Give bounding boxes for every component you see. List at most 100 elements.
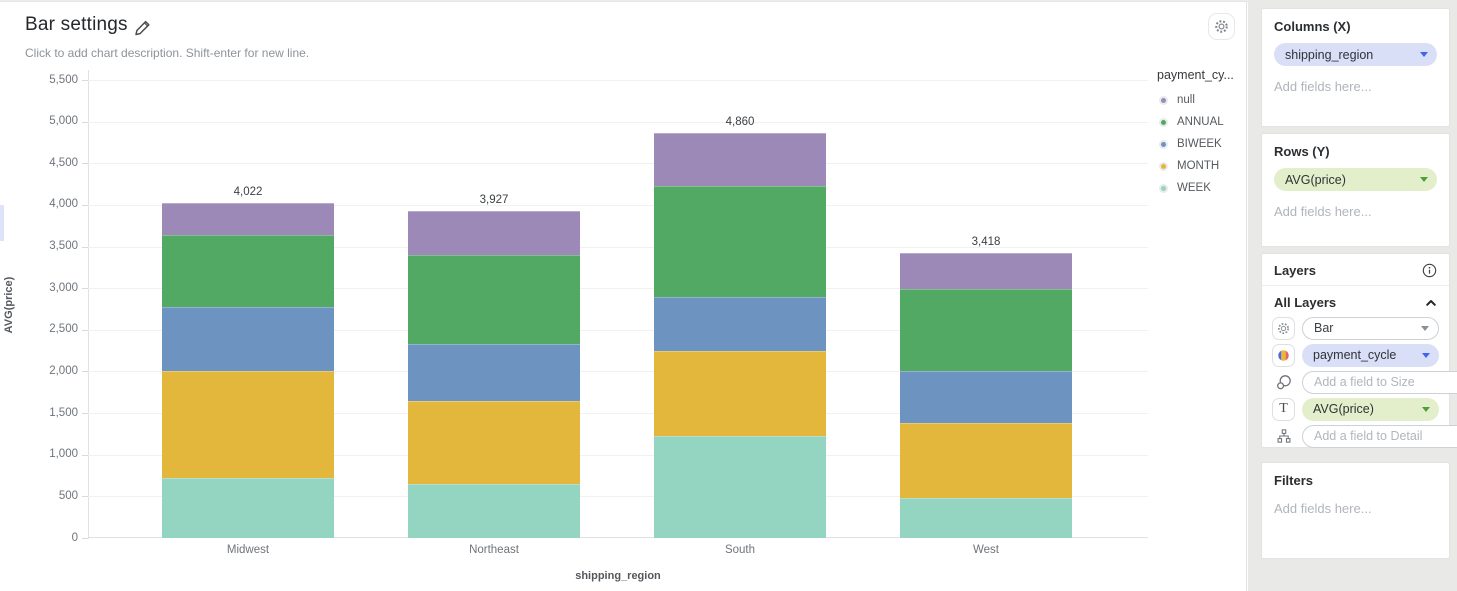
bar-segment-ANNUAL-Northeast[interactable] [408, 255, 580, 344]
y-tick-label: 1,000 [49, 448, 78, 461]
chevron-down-icon [1421, 325, 1429, 331]
legend-label: null [1177, 94, 1195, 106]
top-toolbar-edge [0, 0, 1457, 2]
y-tick-mark [82, 538, 88, 539]
gear-icon [1215, 20, 1228, 33]
color-palette-icon [1272, 343, 1295, 367]
layer-row-text: T AVG(price) [1272, 397, 1439, 421]
info-icon[interactable] [1422, 263, 1437, 278]
bar-segment-MONTH-Midwest[interactable] [162, 370, 334, 478]
columns-x-dropzone[interactable]: Add fields here... [1274, 79, 1372, 94]
bar-segment-WEEK-West[interactable] [900, 497, 1072, 538]
detail-field-input[interactable] [1302, 424, 1457, 448]
field-label: AVG(price) [1313, 402, 1374, 416]
y-tick-label: 3,000 [49, 281, 78, 294]
plot-area: AVG(price) shipping_region 0 500 1,000 1,50… [0, 2, 1247, 591]
y-tick-label: 4,500 [49, 156, 78, 169]
legend-item-WEEK[interactable]: WEEK [1157, 177, 1249, 199]
x-tick-label: Northeast [469, 544, 519, 556]
bar-segment-ANNUAL-Midwest[interactable] [162, 234, 334, 307]
rows-y-field-avg-price[interactable]: AVG(price) [1274, 168, 1437, 191]
y-tick-mark [82, 80, 88, 81]
y-tick-label: 5,000 [49, 115, 78, 128]
layer-row-detail [1272, 424, 1457, 448]
y-tick-label: 0 [71, 531, 78, 544]
bar-segment-null-Midwest[interactable] [162, 203, 334, 235]
mark-type-value: Bar [1314, 321, 1334, 335]
legend-item-ANNUAL[interactable]: ANNUAL [1157, 111, 1249, 133]
mark-type-select[interactable]: Bar [1302, 316, 1439, 340]
bar-segment-MONTH-South[interactable] [654, 350, 826, 437]
legend-item-BIWEEK[interactable]: BIWEEK [1157, 133, 1249, 155]
gridline [88, 413, 1148, 415]
bar-total-label: 3,927 [479, 193, 509, 206]
bar-segment-MONTH-West[interactable] [900, 423, 1072, 498]
legend-dot-icon [1159, 183, 1168, 193]
gridline [88, 246, 1148, 248]
field-label: shipping_region [1285, 47, 1374, 62]
layers-header: Layers [1274, 263, 1316, 278]
bar-total-label: 4,022 [233, 186, 263, 199]
y-tick-label: 3,500 [49, 240, 78, 253]
bar-total-label: 4,860 [725, 116, 755, 129]
layers-panel: Layers All Layers [1261, 253, 1457, 448]
bar-segment-BIWEEK-Northeast[interactable] [408, 343, 580, 402]
x-tick-label: South [724, 544, 756, 556]
gridline [88, 288, 1148, 290]
gridline [88, 454, 1148, 456]
y-tick-mark [82, 454, 88, 456]
bar-segment-BIWEEK-Midwest[interactable] [162, 306, 334, 371]
settings-sidebar: Columns (X) shipping_region Add fields h… [1248, 0, 1457, 591]
legend-item-MONTH[interactable]: MONTH [1157, 155, 1249, 177]
all-layers-label: All Layers [1274, 295, 1337, 310]
detail-sitemap-icon [1272, 425, 1295, 448]
left-edge-indicator [0, 205, 4, 241]
bar-segment-null-Northeast[interactable] [408, 210, 580, 256]
gridline [88, 496, 1148, 498]
layer-row-mark: Bar [1272, 316, 1439, 340]
chart-description-placeholder[interactable]: Click to add chart description. Shift-en… [25, 46, 310, 60]
edit-title-icon[interactable] [133, 18, 153, 38]
gridline [88, 121, 1148, 123]
bar-segment-WEEK-South[interactable] [654, 436, 826, 538]
color-field-payment-cycle[interactable]: payment_cycle [1302, 343, 1439, 367]
bar-segment-null-West[interactable] [900, 253, 1072, 289]
y-axis-line [88, 70, 89, 539]
size-field-input[interactable] [1302, 370, 1457, 394]
layer-row-color: payment_cycle [1272, 343, 1439, 367]
x-axis-title: shipping_region [575, 570, 661, 582]
x-tick-label: Midwest [226, 544, 270, 556]
y-tick-mark [82, 204, 88, 206]
chart-card: Bar settings Click to add chart descript… [0, 2, 1247, 591]
bar-segment-null-South[interactable] [654, 133, 826, 186]
bar-segment-WEEK-Northeast[interactable] [408, 483, 580, 538]
filters-dropzone[interactable]: Add fields here... [1274, 501, 1372, 516]
y-tick-mark [82, 288, 88, 290]
y-tick-mark [82, 496, 88, 498]
bar-segment-WEEK-Midwest[interactable] [162, 477, 334, 538]
bar-segment-ANNUAL-West[interactable] [900, 289, 1072, 371]
rows-y-panel: Rows (Y) AVG(price) Add fields here... [1261, 133, 1450, 247]
bar-segment-BIWEEK-South[interactable] [654, 297, 826, 351]
y-axis-title: AVG(price) [3, 276, 15, 334]
y-tick-label: 4,000 [49, 198, 78, 211]
bar-segment-ANNUAL-South[interactable] [654, 185, 826, 298]
size-icon [1272, 371, 1295, 394]
collapse-chevron-up-icon[interactable] [1425, 297, 1437, 309]
chart-settings-button[interactable] [1208, 13, 1235, 40]
rows-y-dropzone[interactable]: Add fields here... [1274, 204, 1372, 219]
chevron-down-icon [1422, 406, 1430, 412]
legend-dot-icon [1159, 117, 1168, 127]
gridline [88, 329, 1148, 331]
x-tick-label: West [973, 544, 999, 556]
columns-x-panel: Columns (X) shipping_region Add fields h… [1261, 8, 1450, 127]
bar-segment-BIWEEK-West[interactable] [900, 370, 1072, 424]
y-tick-label: 1,500 [49, 406, 78, 419]
field-label: payment_cycle [1313, 348, 1397, 362]
legend-label: MONTH [1177, 160, 1220, 172]
text-field-avg-price[interactable]: AVG(price) [1302, 397, 1439, 421]
chevron-down-icon [1420, 52, 1428, 57]
columns-x-field-shipping-region[interactable]: shipping_region [1274, 43, 1437, 66]
legend-item-null[interactable]: null [1157, 89, 1249, 111]
bar-segment-MONTH-Northeast[interactable] [408, 401, 580, 484]
